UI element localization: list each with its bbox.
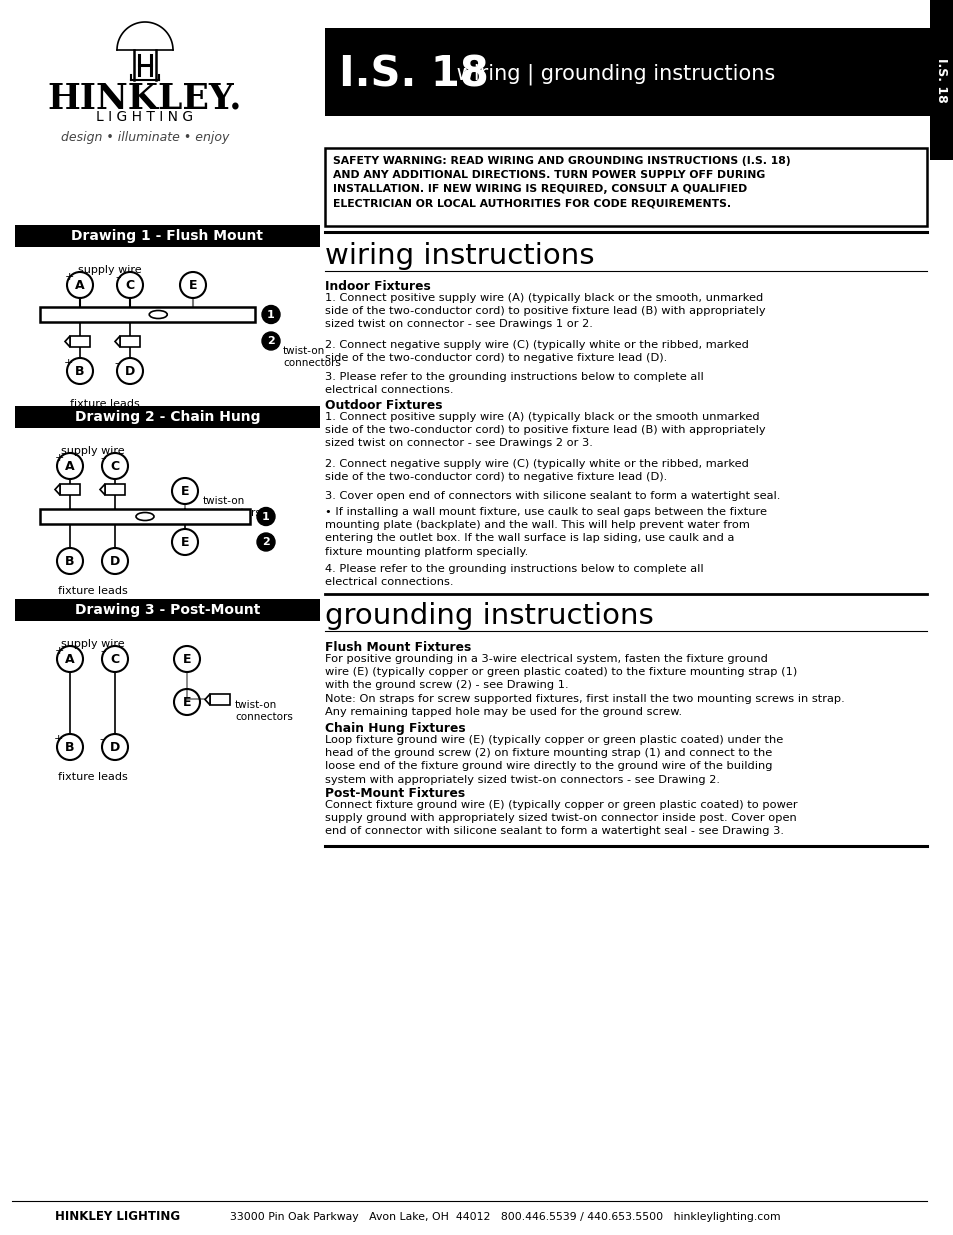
Text: Loop fixture ground wire (E) (typically copper or green plastic coated) under th: Loop fixture ground wire (E) (typically … [325,735,782,784]
Text: twist-on
connectors: twist-on connectors [283,346,340,368]
Text: D: D [125,364,135,378]
Ellipse shape [136,513,153,520]
Text: grounding instructions: grounding instructions [325,601,653,630]
Text: Drawing 1 - Flush Mount: Drawing 1 - Flush Mount [71,228,263,243]
Text: +: + [55,453,64,463]
Text: Connect fixture ground wire (E) (typically copper or green plastic coated) to po: Connect fixture ground wire (E) (typical… [325,800,797,836]
Text: A: A [75,279,85,291]
Text: 1: 1 [262,511,270,521]
Bar [929,0,953,161]
Text: +: + [55,646,64,656]
Text: design • illuminate • enjoy: design • illuminate • enjoy [61,131,229,143]
Text: Chain Hung Fixtures: Chain Hung Fixtures [325,722,465,735]
Text: I.S. 18: I.S. 18 [338,53,488,95]
Text: L I G H T I N G: L I G H T I N G [96,110,193,124]
Text: HINKLEY.: HINKLEY. [48,82,242,115]
Text: B: B [75,364,85,378]
Polygon shape [65,336,70,347]
Text: wiring instructions: wiring instructions [325,242,594,270]
Text: C: C [125,279,134,291]
Text: fixture leads: fixture leads [71,399,140,409]
Text: Post-Mount Fixtures: Post-Mount Fixtures [325,787,465,800]
Text: 3. Cover open end of connectors with silicone sealant to form a watertight seal.: 3. Cover open end of connectors with sil… [325,492,780,501]
Text: E: E [189,279,197,291]
Text: Indoor Fixtures: Indoor Fixtures [325,280,431,293]
Text: C: C [111,459,119,473]
Text: –: – [113,358,119,368]
Bar [60,484,80,495]
Text: D: D [110,741,120,753]
Text: 2: 2 [267,336,274,346]
Bar [15,406,319,429]
Text: For positive grounding in a 3-wire electrical system, fasten the fixture ground
: For positive grounding in a 3-wire elect… [325,655,843,716]
Bar [210,694,230,705]
Text: 33000 Pin Oak Parkway   Avon Lake, OH  44012   800.446.5539 / 440.653.5500   hin: 33000 Pin Oak Parkway Avon Lake, OH 4401… [230,1212,780,1221]
Circle shape [262,305,280,324]
Bar [105,484,125,495]
Bar [40,509,250,524]
Text: 2. Connect negative supply wire (C) (typically white or the ribbed, marked
side : 2. Connect negative supply wire (C) (typ… [325,340,748,363]
Text: –: – [100,646,106,656]
Bar [325,28,929,116]
Text: D: D [110,555,120,568]
Text: –: – [99,734,105,743]
Text: B: B [65,741,74,753]
Text: twist-on
connectors: twist-on connectors [203,496,260,519]
Text: E: E [180,484,189,498]
Ellipse shape [149,310,167,319]
Text: B: B [65,555,74,568]
Bar [120,336,140,347]
Bar [70,336,90,347]
Text: +: + [54,734,63,743]
Bar [40,308,254,322]
Text: A: A [65,459,74,473]
Text: C: C [111,652,119,666]
Text: I.S. 18: I.S. 18 [935,58,947,103]
Text: –: – [115,272,120,282]
Text: 4. Please refer to the grounding instructions below to complete all
electrical c: 4. Please refer to the grounding instruc… [325,564,703,587]
Text: 1. Connect positive supply wire (A) (typically black or the smooth unmarked
side: 1. Connect positive supply wire (A) (typ… [325,412,765,448]
Text: Flush Mount Fixtures: Flush Mount Fixtures [325,641,471,655]
Text: 1. Connect positive supply wire (A) (typically black or the smooth, unmarked
sid: 1. Connect positive supply wire (A) (typ… [325,293,765,330]
Text: SAFETY WARNING: READ WIRING AND GROUNDING INSTRUCTIONS (I.S. 18)
AND ANY ADDITIO: SAFETY WARNING: READ WIRING AND GROUNDIN… [333,156,790,207]
Text: 2: 2 [262,537,270,547]
Text: +: + [65,272,74,282]
Polygon shape [205,694,210,705]
Circle shape [262,332,280,350]
Text: fixture leads: fixture leads [57,585,128,597]
Bar [15,599,319,621]
Circle shape [256,534,274,551]
Text: +: + [64,358,73,368]
Bar [15,225,319,247]
Text: Outdoor Fixtures: Outdoor Fixtures [325,399,442,412]
Text: wiring | grounding instructions: wiring | grounding instructions [450,63,775,85]
Text: • If installing a wall mount fixture, use caulk to seal gaps between the fixture: • If installing a wall mount fixture, us… [325,508,766,557]
Text: E: E [183,652,191,666]
Bar [325,148,926,226]
Text: Drawing 3 - Post-Mount: Drawing 3 - Post-Mount [74,603,260,618]
Polygon shape [100,484,105,495]
Circle shape [256,508,274,526]
Text: fixture leads: fixture leads [57,772,128,782]
Text: E: E [183,695,191,709]
Polygon shape [55,484,60,495]
Text: Drawing 2 - Chain Hung: Drawing 2 - Chain Hung [74,410,260,424]
Text: 3. Please refer to the grounding instructions below to complete all
electrical c: 3. Please refer to the grounding instruc… [325,372,703,395]
Text: 1: 1 [267,310,274,320]
Text: 2. Connect negative supply wire (C) (typically white or the ribbed, marked
side : 2. Connect negative supply wire (C) (typ… [325,459,748,482]
Text: E: E [180,536,189,548]
Text: –: – [100,453,106,463]
Text: HINKLEY LIGHTING: HINKLEY LIGHTING [55,1210,180,1224]
Text: supply wire: supply wire [61,638,125,650]
Text: A: A [65,652,74,666]
Polygon shape [115,336,120,347]
Text: supply wire: supply wire [61,446,125,456]
Text: twist-on
connectors: twist-on connectors [234,700,293,722]
Text: supply wire: supply wire [78,266,142,275]
